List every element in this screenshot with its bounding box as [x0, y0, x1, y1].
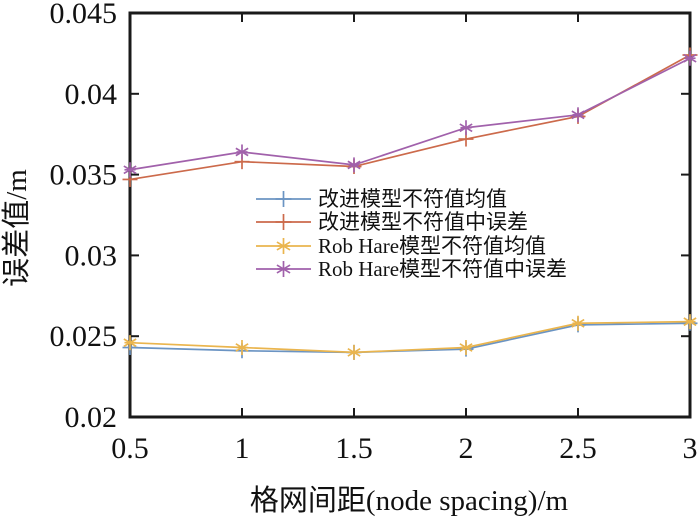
asterisk-marker: [235, 340, 249, 356]
series-line: [129, 57, 691, 171]
series-3: [123, 50, 697, 178]
x-tick-label: 1: [235, 432, 250, 465]
asterisk-marker: [276, 238, 291, 254]
asterisk-marker: [571, 107, 585, 123]
series-line: [129, 322, 691, 354]
legend-label: Rob Hare模型不符值中误差: [318, 257, 567, 281]
x-tick-label: 3: [683, 432, 698, 465]
x-tick-label: 0.5: [111, 432, 149, 465]
plot-border: [128, 11, 692, 419]
legend-entry-3: Rob Hare模型不符值中误差: [256, 257, 567, 281]
plus-marker: [275, 214, 292, 230]
asterisk-marker: [571, 315, 585, 331]
y-tick-label: 0.03: [65, 239, 118, 272]
series-line: [129, 320, 691, 354]
y-tick-label: 0.02: [65, 401, 118, 434]
series-line: [129, 54, 691, 181]
series-1: [122, 47, 698, 187]
legend-label: 改进模型不符值中误差: [318, 210, 528, 234]
asterisk-marker: [459, 120, 473, 136]
asterisk-marker: [276, 261, 291, 277]
series-2: [123, 314, 697, 360]
legend-entry-1: 改进模型不符值中误差: [256, 210, 528, 234]
y-tick-label: 0.045: [50, 0, 118, 30]
asterisk-marker: [459, 340, 473, 356]
y-axis-title: 误差值/m: [0, 169, 33, 287]
asterisk-marker: [347, 157, 361, 173]
plus-marker: [275, 191, 292, 207]
asterisk-marker: [347, 344, 361, 360]
asterisk-marker: [235, 144, 249, 160]
axes: 0.5 1 1.5 2 2.5 3 0.02 0.025 0.03 0.035 0.04 0.045: [50, 0, 698, 465]
legend-entry-2: Rob Hare模型不符值均值: [256, 234, 546, 258]
x-tick-label: 2: [459, 432, 474, 465]
y-tick-label: 0.025: [50, 320, 118, 353]
x-axis-title: 格网间距(node spacing)/m: [250, 484, 569, 517]
legend-label: 改进模型不符值均值: [318, 187, 507, 211]
asterisk-marker: [123, 335, 137, 351]
asterisk-marker: [683, 50, 697, 66]
asterisk-marker: [683, 314, 697, 330]
legend-entry-0: 改进模型不符值均值: [256, 187, 507, 211]
y-tick-label: 0.04: [65, 78, 118, 111]
x-tick-label: 1.5: [335, 432, 373, 465]
y-tick-label: 0.035: [50, 159, 118, 192]
legend-label: Rob Hare模型不符值均值: [318, 234, 546, 258]
series-lines: [122, 47, 698, 360]
asterisk-marker: [123, 162, 137, 178]
x-tick-label: 2.5: [559, 432, 597, 465]
